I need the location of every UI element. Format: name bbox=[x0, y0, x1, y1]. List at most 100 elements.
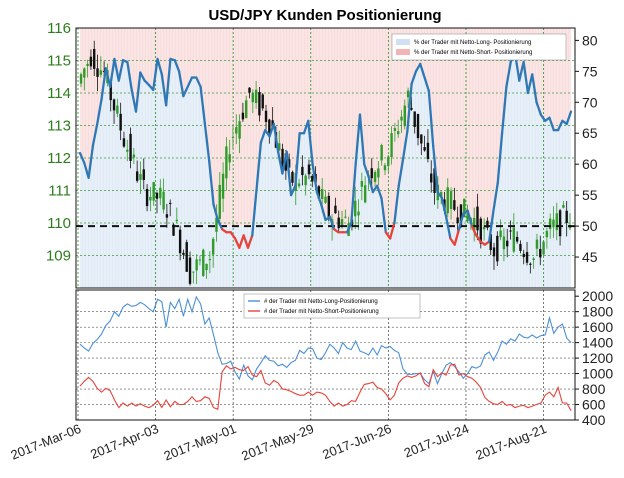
candle-body bbox=[522, 253, 525, 258]
candle-body bbox=[116, 105, 119, 114]
candle-body bbox=[208, 259, 212, 261]
candle-body bbox=[396, 131, 400, 135]
candle-body bbox=[228, 154, 231, 163]
legend-long-label: % der Trader mit Netto-Long- Positionier… bbox=[414, 40, 531, 46]
candle-body bbox=[492, 247, 496, 257]
short-count-line bbox=[79, 363, 572, 411]
candle-body bbox=[476, 206, 479, 231]
candle-body bbox=[142, 169, 145, 180]
candle-body bbox=[83, 68, 86, 78]
percent-line-segment bbox=[242, 234, 250, 249]
percent-line-segment bbox=[320, 203, 327, 222]
candle-body bbox=[175, 219, 179, 222]
percent-line-segment bbox=[496, 132, 504, 184]
top-panel: 109 110 111 112 113 114 115 116 45 50 55 60 65 70 75 8… bbox=[46, 20, 598, 289]
price-tick-label: 116 bbox=[47, 20, 71, 37]
candle-body bbox=[264, 110, 268, 122]
candle-body bbox=[251, 92, 255, 103]
candle-body bbox=[486, 220, 489, 228]
legend-short-count-label: # der Trader mit Netto-Short-Positionier… bbox=[264, 309, 379, 315]
percent-line-segment bbox=[393, 184, 400, 225]
candle-body bbox=[307, 164, 311, 175]
candle-body bbox=[79, 74, 83, 84]
legend-short-swatch bbox=[396, 49, 410, 55]
candle-body bbox=[535, 239, 539, 249]
candle-body bbox=[423, 147, 426, 151]
candle-body bbox=[509, 230, 512, 232]
percent-line-segment bbox=[255, 141, 263, 191]
candle-body bbox=[539, 249, 542, 258]
percent-line-segment bbox=[160, 73, 168, 107]
candle-body bbox=[499, 230, 502, 238]
candle-body bbox=[135, 171, 139, 181]
percent-line-segment bbox=[500, 85, 508, 135]
candle-body bbox=[344, 216, 347, 218]
candle-body bbox=[93, 48, 96, 69]
percent-line-segment bbox=[376, 184, 383, 200]
percent-line-segment bbox=[358, 113, 366, 166]
candle-body bbox=[159, 187, 162, 199]
percent-line-segment bbox=[251, 187, 258, 237]
percent-line-segment bbox=[440, 196, 448, 218]
candle-body bbox=[248, 87, 251, 93]
candle-body bbox=[506, 240, 509, 247]
percent-tick-label: 50 bbox=[582, 218, 598, 234]
candle-body bbox=[188, 257, 192, 284]
percent-line-segment bbox=[289, 184, 297, 197]
percent-line-segment bbox=[134, 71, 142, 113]
candle-body bbox=[278, 143, 281, 151]
candle-body bbox=[185, 242, 188, 272]
candle-body bbox=[502, 236, 506, 250]
candle-body bbox=[496, 235, 499, 262]
candle-body bbox=[519, 243, 522, 251]
candle-body bbox=[324, 196, 327, 203]
percent-tick-label: 65 bbox=[582, 125, 598, 141]
count-tick-label: 2000 bbox=[582, 288, 613, 304]
count-tick-label: 400 bbox=[582, 412, 606, 428]
candle-body bbox=[172, 224, 175, 236]
candle-body bbox=[380, 145, 383, 161]
x-tick-label: 2017-Apr-03 bbox=[88, 421, 161, 462]
candle-body bbox=[548, 218, 552, 230]
percent-line-segment bbox=[100, 67, 107, 101]
candle-body bbox=[327, 195, 331, 218]
percent-line-segment bbox=[406, 82, 413, 133]
price-tick-label: 114 bbox=[47, 85, 71, 102]
price-tick-label: 110 bbox=[47, 215, 71, 232]
percent-line-segment bbox=[565, 110, 573, 126]
candle-body bbox=[169, 202, 172, 205]
candle-body bbox=[377, 168, 380, 178]
percent-tick-label: 60 bbox=[582, 156, 598, 172]
candle-body bbox=[149, 196, 152, 201]
percent-tick-label: 75 bbox=[582, 63, 598, 79]
count-tick-label: 1800 bbox=[582, 304, 613, 320]
percent-line-segment bbox=[526, 73, 534, 95]
percent-line-segment bbox=[96, 98, 103, 126]
percent-line-segment bbox=[272, 122, 280, 153]
percent-line-segment bbox=[117, 59, 125, 82]
price-tick-label: 113 bbox=[47, 118, 71, 135]
percent-line-segment bbox=[453, 228, 461, 246]
candle-body bbox=[155, 192, 159, 199]
percent-line-segment bbox=[238, 234, 245, 249]
percent-line-segment bbox=[208, 159, 215, 206]
candle-body bbox=[403, 105, 406, 127]
candle-body bbox=[525, 252, 529, 263]
candle-body bbox=[178, 229, 182, 254]
candle-body bbox=[558, 210, 562, 237]
percent-line-segment bbox=[488, 209, 495, 243]
percent-line-segment bbox=[423, 76, 431, 93]
candle-body bbox=[552, 219, 555, 228]
percent-line-segment bbox=[186, 76, 194, 88]
percent-line-segment bbox=[126, 60, 133, 92]
percent-line-segment bbox=[410, 70, 418, 85]
candle-body bbox=[215, 217, 218, 232]
top-legend-box bbox=[391, 33, 567, 61]
candle-body bbox=[221, 173, 225, 199]
percent-line-segment bbox=[91, 122, 99, 147]
candle-body bbox=[416, 114, 420, 139]
x-tick-label: 2017-May-29 bbox=[239, 421, 316, 464]
candle-body bbox=[430, 173, 433, 183]
candle-body bbox=[317, 186, 321, 199]
percent-tick-label: 80 bbox=[582, 32, 598, 48]
